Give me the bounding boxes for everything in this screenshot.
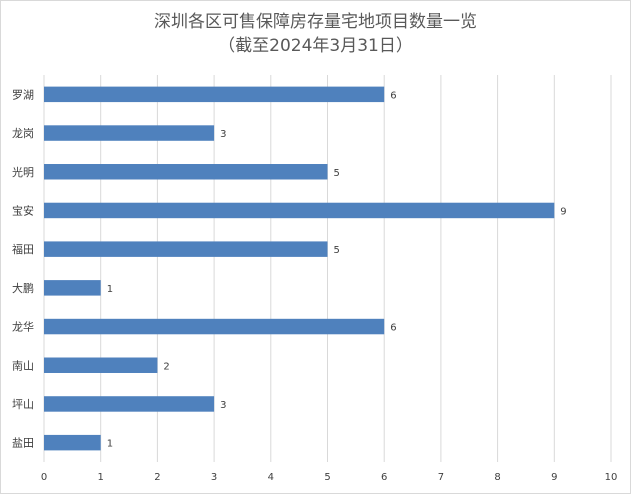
- category-label: 福田: [12, 242, 34, 256]
- data-label: 2: [163, 361, 169, 372]
- bar: [44, 318, 385, 335]
- category-label: 南山: [12, 359, 34, 372]
- data-label: 9: [560, 206, 566, 217]
- bar: [44, 396, 215, 412]
- x-tick-label: 10: [605, 472, 618, 483]
- chart-title: 深圳各区可售保障房存量宅地项目数量一览: [154, 12, 477, 32]
- x-tick-label: 5: [324, 472, 330, 483]
- x-tick-label: 0: [41, 472, 47, 483]
- bar: [44, 86, 385, 103]
- x-tick-label: 8: [494, 472, 500, 483]
- data-label: 6: [390, 90, 396, 101]
- data-label: 1: [107, 284, 113, 295]
- x-tick-label: 9: [551, 472, 557, 483]
- x-tick-label: 2: [154, 472, 160, 483]
- bar: [44, 241, 328, 257]
- bar: [44, 357, 158, 373]
- x-tick-label: 4: [268, 472, 274, 483]
- data-label: 6: [390, 323, 396, 334]
- category-label: 罗湖: [12, 88, 34, 101]
- x-tick-label: 7: [438, 472, 444, 483]
- category-label: 光明: [12, 165, 34, 179]
- x-tick-label: 1: [98, 472, 104, 483]
- bar: [44, 164, 328, 180]
- bar: [44, 434, 101, 451]
- data-label: 3: [220, 129, 226, 140]
- bar: [44, 125, 215, 141]
- data-label: 5: [334, 245, 340, 256]
- category-label: 宝安: [12, 203, 34, 217]
- category-label: 坪山: [12, 398, 34, 411]
- category-label: 龙华: [12, 320, 34, 334]
- data-label: 3: [220, 400, 226, 411]
- data-label: 1: [107, 439, 113, 450]
- bar: [44, 202, 555, 219]
- category-label: 大鹏: [12, 281, 34, 295]
- x-tick-label: 6: [381, 472, 387, 483]
- x-tick-label: 3: [211, 472, 217, 483]
- data-label: 5: [334, 168, 340, 179]
- category-label: 盐田: [12, 437, 34, 450]
- bar: [44, 280, 101, 296]
- chart-subtitle: （截至2024年3月31日）: [218, 36, 413, 56]
- category-label: 龙岗: [12, 127, 34, 140]
